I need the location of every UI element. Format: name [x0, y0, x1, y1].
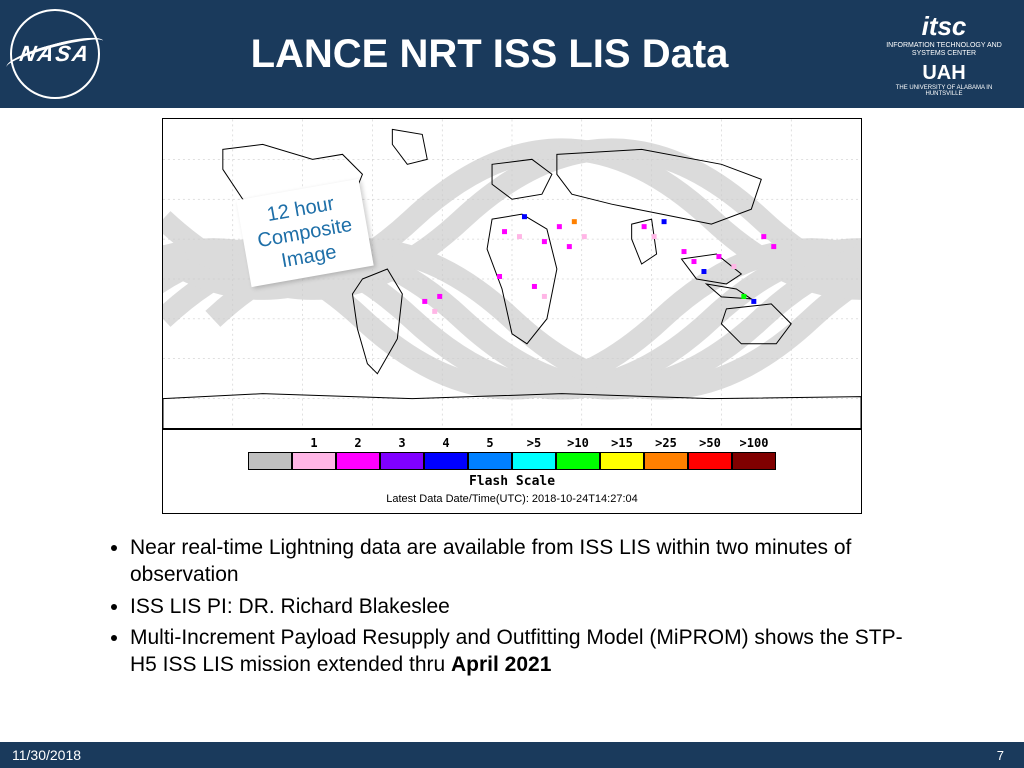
map-figure: 12 hour Composite Image 12345>5>10>15>25… [162, 118, 862, 514]
scale-title: Flash Scale [163, 474, 861, 489]
timestamp-text: Latest Data Date/Time(UTC): 2018-10-24T1… [163, 493, 861, 505]
right-logos: itsc INFORMATION TECHNOLOGY AND SYSTEMS … [879, 11, 1009, 96]
bullet-1: Near real-time Lightning data are availa… [130, 534, 924, 589]
page-number: 7 [997, 748, 1004, 763]
scale-label-4: 4 [424, 436, 468, 450]
scale-label-11: >100 [732, 436, 776, 450]
scale-box-9 [644, 452, 688, 470]
scale-box-2 [336, 452, 380, 470]
scale-box-10 [688, 452, 732, 470]
scale-box-6 [512, 452, 556, 470]
flash-scale-legend: 12345>5>10>15>25>50>100 Flash Scale Late… [163, 429, 861, 509]
world-map: 12 hour Composite Image [163, 119, 861, 429]
scale-label-10: >50 [688, 436, 732, 450]
scale-label-0 [248, 436, 292, 450]
scale-label-5: 5 [468, 436, 512, 450]
scale-label-7: >10 [556, 436, 600, 450]
scale-label-3: 3 [380, 436, 424, 450]
uah-subtitle: THE UNIVERSITY OF ALABAMA IN HUNTSVILLE [879, 85, 1009, 97]
scale-box-5 [468, 452, 512, 470]
scale-label-2: 2 [336, 436, 380, 450]
slide-title: LANCE NRT ISS LIS Data [100, 32, 879, 77]
scale-box-0 [248, 452, 292, 470]
itsc-subtitle: INFORMATION TECHNOLOGY AND SYSTEMS CENTE… [879, 42, 1009, 57]
scale-colors-row [163, 452, 861, 470]
nasa-logo: NASA [10, 9, 100, 99]
scale-label-8: >15 [600, 436, 644, 450]
scale-box-11 [732, 452, 776, 470]
footer-bar: 11/30/2018 7 [0, 742, 1024, 768]
scale-labels-row: 12345>5>10>15>25>50>100 [163, 436, 861, 450]
bullet-2: ISS LIS PI: DR. Richard Blakeslee [130, 593, 924, 620]
bullet-list: Near real-time Lightning data are availa… [130, 534, 924, 678]
scale-label-9: >25 [644, 436, 688, 450]
header-bar: NASA LANCE NRT ISS LIS Data itsc INFORMA… [0, 0, 1024, 108]
scale-box-3 [380, 452, 424, 470]
scale-label-1: 1 [292, 436, 336, 450]
scale-box-7 [556, 452, 600, 470]
uah-logo-text: UAH [879, 62, 1009, 85]
scale-box-8 [600, 452, 644, 470]
bullet-3: Multi-Increment Payload Resupply and Out… [130, 624, 924, 679]
scale-label-6: >5 [512, 436, 556, 450]
scale-box-1 [292, 452, 336, 470]
itsc-logo-text: itsc [879, 11, 1009, 42]
footer-date: 11/30/2018 [12, 747, 81, 763]
scale-box-4 [424, 452, 468, 470]
bullet-3-bold: April 2021 [451, 653, 551, 676]
